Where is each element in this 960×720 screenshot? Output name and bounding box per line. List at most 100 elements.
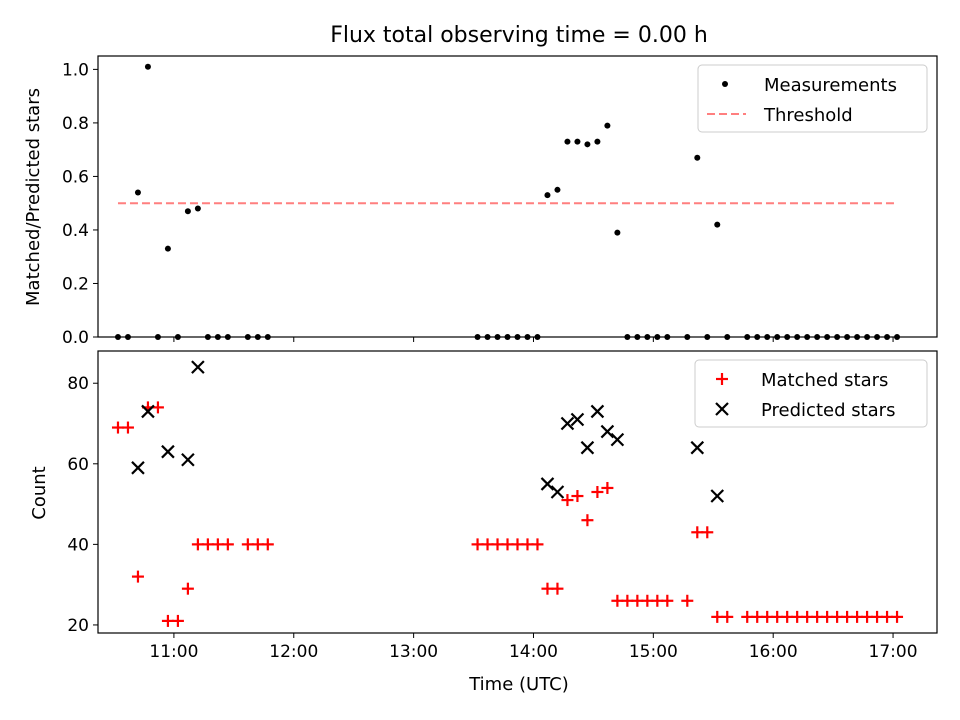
measurement-point (224, 334, 231, 340)
top-y-tick-label: 0.0 (62, 328, 89, 348)
predicted-star-marker (191, 360, 205, 374)
matched-star-marker (181, 582, 194, 595)
top-y-tick-label: 0.8 (62, 114, 89, 134)
measurement-point (624, 334, 631, 340)
x-tick-label: 13:00 (389, 642, 438, 662)
matched-star-marker (571, 490, 584, 503)
matched-star-marker (531, 538, 544, 551)
x-stroke-b (161, 444, 175, 459)
predicted-star-marker (131, 461, 145, 475)
measurement-point (264, 334, 271, 340)
measurement-point (804, 334, 811, 340)
predicted-star-marker (710, 489, 725, 503)
measurement-point (704, 334, 711, 340)
matched-star-marker (661, 594, 674, 607)
measurement-point (544, 192, 551, 199)
predicted-star-marker (590, 404, 605, 419)
x-tick-label: 14:00 (509, 642, 558, 662)
matched-star-marker (561, 494, 574, 507)
predicted-star-marker (560, 416, 575, 431)
matched-star-marker (261, 538, 274, 551)
predicted-star-marker (600, 424, 615, 439)
bottom-y-tick-label: 20 (67, 616, 89, 636)
x-stroke-b (710, 489, 725, 503)
measurement-point (584, 141, 591, 148)
x-tick-label: 12:00 (269, 642, 318, 662)
x-stroke-b (690, 440, 705, 455)
measurement-point (664, 334, 671, 340)
measurement-point (744, 334, 751, 340)
matched-star-marker (171, 614, 184, 627)
predicted-star-marker (181, 452, 195, 467)
measurement-point (794, 334, 801, 340)
top-y-tick-label: 0.6 (62, 167, 89, 187)
bottom-y-tick-label: 80 (67, 374, 89, 394)
measurement-point (554, 186, 561, 193)
predicted-star-marker (141, 404, 155, 419)
legend-label: Threshold (763, 105, 853, 126)
measurement-point (764, 334, 771, 340)
matched-star-marker (551, 582, 564, 595)
chart-title: Flux total observing time = 0.00 h (330, 23, 708, 48)
matched-star-marker (131, 570, 144, 583)
top-y-tick-label: 0.4 (62, 221, 89, 241)
measurement-point (494, 334, 501, 340)
measurement-point (184, 208, 191, 215)
measurement-point (814, 334, 821, 340)
measurement-point (244, 334, 251, 340)
x-stroke-b (600, 424, 615, 439)
measurement-point (644, 334, 651, 340)
top-plot: 0.0 0.2 0.4 0.6 0.8 1.0 Measurements Threshold (62, 55, 938, 348)
predicted-star-marker (690, 440, 705, 455)
measurement-point (724, 334, 731, 340)
predicted-star-marker (610, 432, 625, 447)
x-stroke-b (560, 416, 575, 431)
x-stroke-b (131, 461, 145, 475)
x-stroke-b (191, 360, 205, 374)
matched-star-marker (221, 538, 234, 551)
x-stroke-b (570, 412, 585, 427)
measurement-point (134, 189, 141, 196)
x-stroke-b (590, 404, 605, 419)
bottom-plot: 20 40 60 80 11:00 12:00 13:00 14:00 15:00 16:00 17… (67, 350, 938, 662)
measurement-point (144, 63, 151, 70)
legend-label: Predicted stars (761, 400, 895, 421)
legend-label: Matched stars (761, 370, 888, 391)
top-y-tick-label: 0.2 (62, 274, 89, 294)
bottom-y-tick-label: 40 (67, 535, 89, 555)
measurement-point (114, 334, 121, 340)
measurement-point (694, 154, 701, 161)
x-axis-label: Time (UTC) (468, 674, 569, 695)
predicted-star-marker (570, 412, 585, 427)
measurement-point (894, 334, 901, 340)
measurement-point (474, 334, 481, 340)
legend-box (694, 359, 928, 428)
matched-star-marker (121, 421, 134, 434)
top-y-axis-label: Matched/Predicted stars (23, 88, 44, 306)
measurement-point (564, 138, 571, 145)
measurement-point (634, 334, 641, 340)
measurement-point (484, 334, 491, 340)
measurement-point (124, 334, 131, 340)
x-tick-label: 15:00 (629, 642, 678, 662)
legend-dot-swatch (722, 81, 728, 87)
measurement-point (594, 138, 601, 145)
measurement-point (884, 334, 891, 340)
measurement-point (204, 334, 211, 340)
top-legend: Measurements Threshold (697, 64, 928, 133)
matched-star-marker (601, 481, 614, 494)
measurement-point (164, 245, 171, 252)
matched-star-marker (581, 514, 594, 527)
measurement-point (604, 122, 611, 129)
x-stroke-b (181, 452, 195, 467)
measurement-point (254, 334, 261, 340)
matched-star-marker (721, 610, 734, 623)
measurement-point (524, 334, 531, 340)
measurement-point (654, 334, 661, 340)
measurement-point (784, 334, 791, 340)
matched-star-marker (681, 594, 694, 607)
measurement-point (214, 334, 221, 340)
bottom-y-tick-label: 60 (67, 455, 89, 475)
measurement-point (194, 205, 201, 212)
